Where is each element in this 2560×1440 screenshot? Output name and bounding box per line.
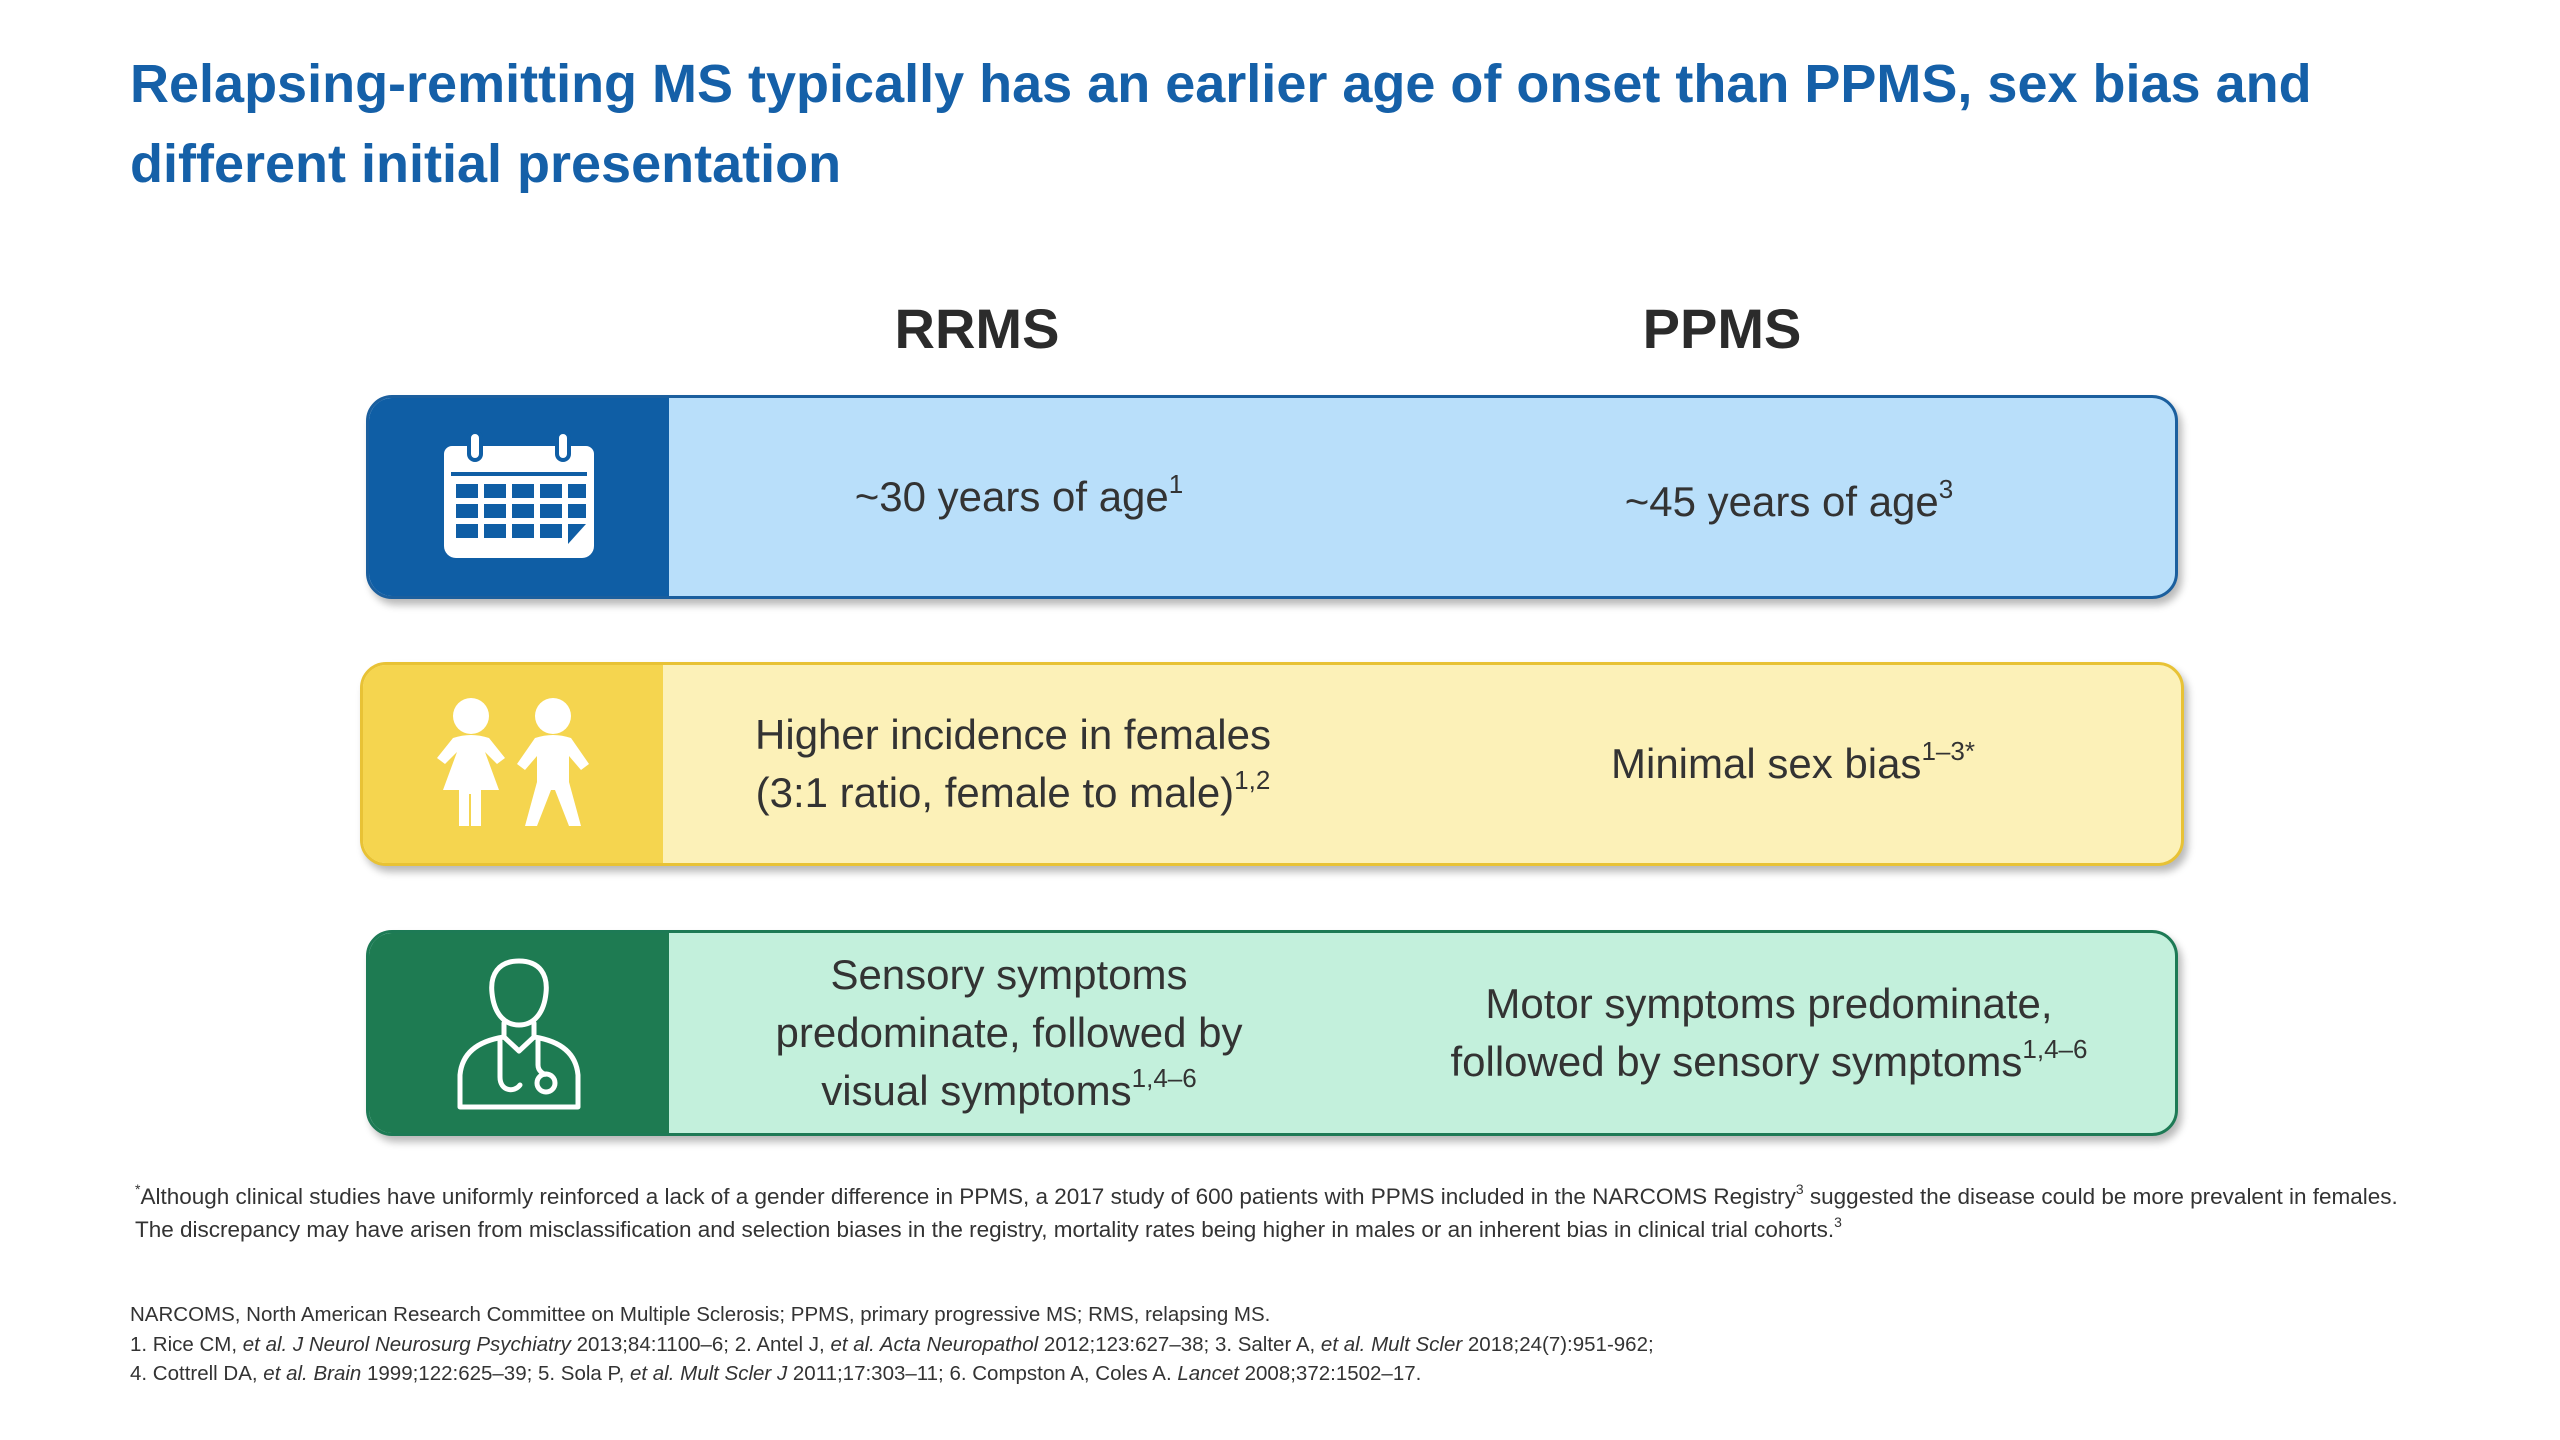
rrms-symptoms-line3: visual symptoms: [821, 1067, 1132, 1114]
ref-2-cite: 2012;123:627–38;: [1038, 1333, 1215, 1356]
references-line-2: 4. Cottrell DA, et al. Brain 1999;122:62…: [130, 1359, 2430, 1388]
column-header-rrms: RRMS: [894, 297, 1060, 360]
symptoms-icon-panel: [369, 933, 669, 1133]
ref-5-journal: Mult Scler J: [674, 1362, 788, 1385]
rrms-age-cell: ~30 years of age1: [699, 398, 1339, 596]
rrms-sex-cell: Higher incidence in females (3:1 ratio, …: [693, 665, 1333, 863]
calendar-icon: [444, 432, 594, 558]
rrms-symptoms-cell: Sensory symptoms predominate, followed b…: [689, 933, 1329, 1133]
ppms-symptoms-cell: Motor symptoms predominate, followed by …: [1379, 933, 2159, 1133]
rrms-sex-line2: (3:1 ratio, female to male): [755, 769, 1235, 816]
ppms-sex-ref: 1–3*: [1921, 736, 1975, 767]
ref-3-cite: 2018;24(7):951-962;: [1462, 1333, 1654, 1356]
ref-3-etal: et al.: [1320, 1333, 1366, 1356]
ref-1-authors: 1. Rice CM,: [130, 1333, 243, 1356]
ppms-symptoms-line1: Motor symptoms predominate,: [1485, 980, 2053, 1027]
ref-6-cite: 2008;372:1502–17.: [1238, 1362, 1422, 1385]
ref-1-etal: et al.: [242, 1333, 288, 1356]
ref-4-etal: et al.: [263, 1362, 308, 1385]
rrms-sex-ref: 1,2: [1234, 765, 1271, 796]
slide-title: Relapsing-remitting MS typically has an …: [130, 54, 2312, 194]
ref-3-journal: Mult Scler: [1365, 1333, 1463, 1356]
ref-6-authors: 6. Compston A, Coles A.: [949, 1362, 1178, 1385]
ref-1-cite: 2013;84:1100–6;: [570, 1333, 735, 1356]
references: 1. Rice CM, et al. J Neurol Neurosurg Ps…: [130, 1330, 2430, 1388]
ref-2-authors: 2. Antel J,: [734, 1333, 831, 1356]
rrms-age-ref: 1: [1168, 469, 1184, 500]
ppms-age-text: ~45 years of age: [1624, 478, 1939, 525]
rrms-symptoms-line2: predominate, followed by: [775, 1009, 1243, 1056]
abbreviations: NARCOMS, North American Research Committ…: [130, 1303, 1271, 1326]
gender-footnote: *Although clinical studies have uniforml…: [135, 1180, 2435, 1246]
footnote-text-1: Although clinical studies have uniformly…: [140, 1184, 1796, 1209]
ref-4-cite: 1999;122:625–39;: [361, 1362, 539, 1385]
footnote-ref-2: 3: [1834, 1214, 1842, 1231]
ppms-sex-text: Minimal sex bias: [1611, 740, 1922, 787]
footnote-marker: *: [135, 1181, 141, 1198]
girl-boy-icon: [437, 698, 589, 826]
age-of-onset-row: ~30 years of age1 ~45 years of age3: [366, 395, 2178, 599]
ppms-symptoms-line2: followed by sensory symptoms: [1450, 1038, 2023, 1085]
ppms-sex-cell: Minimal sex bias1–3*: [1443, 665, 2143, 863]
references-line-1: 1. Rice CM, et al. J Neurol Neurosurg Ps…: [130, 1330, 2430, 1359]
ref-6-journal: Lancet: [1177, 1362, 1239, 1385]
ppms-age-ref: 3: [1938, 474, 1954, 505]
sex-icon-panel: [363, 665, 663, 863]
column-header-ppms: PPMS: [1642, 297, 1802, 360]
ref-5-authors: 5. Sola P,: [538, 1362, 630, 1385]
rrms-sex-line1: Higher incidence in females: [755, 711, 1271, 758]
ppms-age-cell: ~45 years of age3: [1449, 398, 2129, 596]
rrms-age-text: ~30 years of age: [854, 473, 1169, 520]
ref-4-authors: 4. Cottrell DA,: [130, 1362, 264, 1385]
ppms-symptoms-ref: 1,4–6: [2022, 1034, 2088, 1065]
symptoms-row: Sensory symptoms predominate, followed b…: [366, 930, 2178, 1136]
ref-5-etal: et al.: [629, 1362, 675, 1385]
footnote-text-2: suggested the disease could be more prev…: [135, 1184, 2398, 1242]
age-icon-panel: [369, 398, 669, 596]
rrms-symptoms-ref: 1,4–6: [1131, 1063, 1197, 1094]
ref-2-etal: et al.: [830, 1333, 875, 1356]
doctor-stethoscope-icon: [457, 958, 581, 1110]
rrms-symptoms-line1: Sensory symptoms: [830, 951, 1188, 998]
ref-5-cite: 2011;17:303–11;: [787, 1362, 950, 1385]
footnote-ref-1: 3: [1795, 1181, 1804, 1198]
ref-2-journal: Acta Neuropathol: [874, 1333, 1039, 1356]
ref-4-journal: Brain: [307, 1362, 362, 1385]
sex-bias-row: Higher incidence in females (3:1 ratio, …: [360, 662, 2184, 866]
ref-3-authors: 3. Salter A,: [1214, 1333, 1321, 1356]
ref-1-journal: J Neurol Neurosurg Psychiatry: [287, 1333, 571, 1356]
